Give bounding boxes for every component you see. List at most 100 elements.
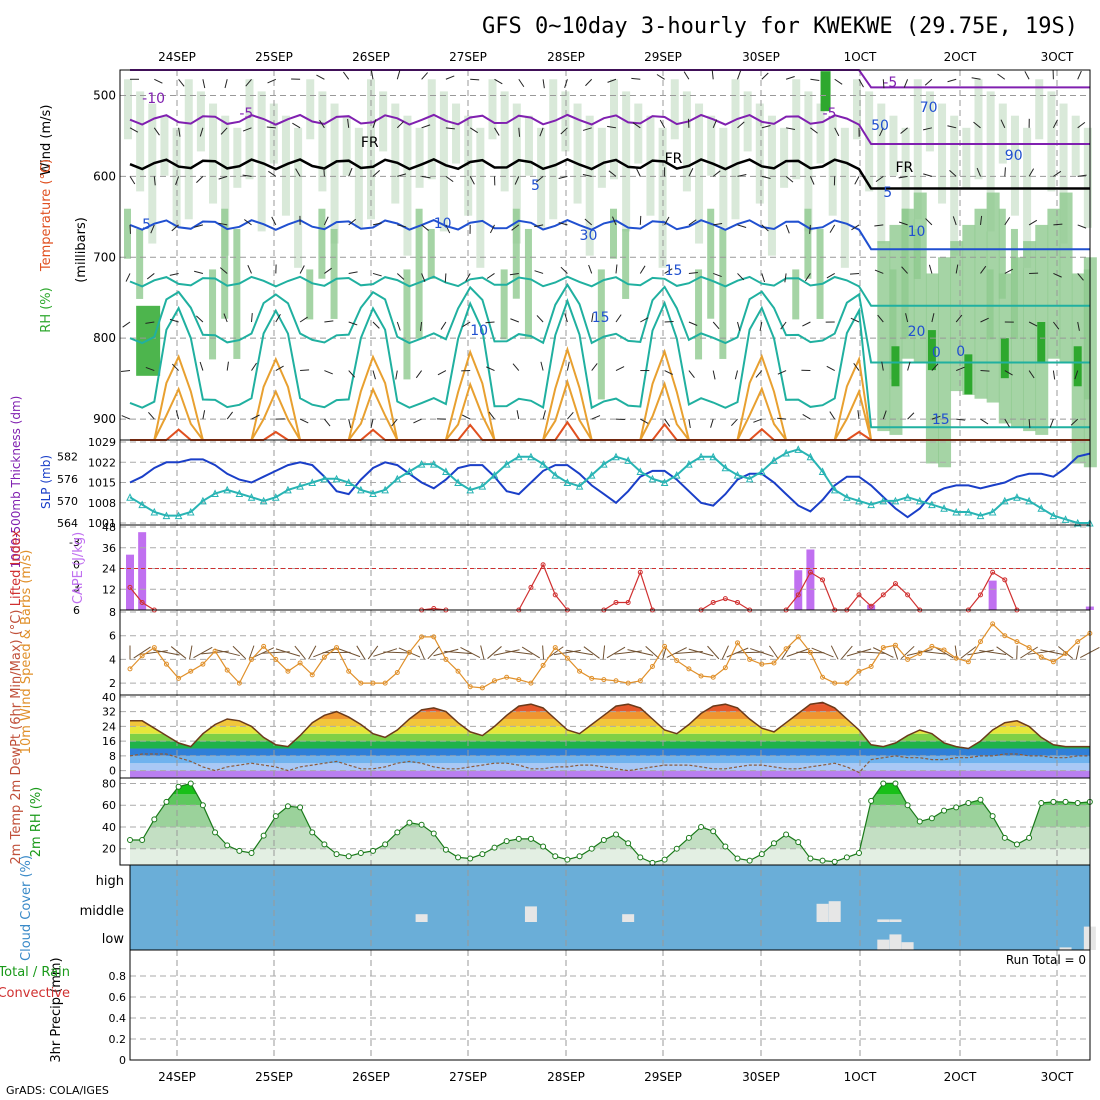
rh-shade-light <box>585 115 594 256</box>
lifted-index-marker <box>905 592 911 598</box>
upper-wind-barb <box>396 121 405 129</box>
upper-wind-barb <box>664 216 670 226</box>
temp-color-band <box>130 763 1090 771</box>
rh-marker <box>819 857 826 864</box>
rh-shade-mid <box>1010 257 1024 428</box>
rh-shade-light <box>488 79 497 140</box>
upper-wind-barb <box>299 418 309 424</box>
upper-wind-barb <box>947 78 957 83</box>
surface-wind-barb <box>1058 646 1074 659</box>
upper-wind-barb <box>445 175 454 183</box>
upper-wind-barb <box>900 127 908 134</box>
thickness-tick-label: 564 <box>57 517 78 530</box>
upper-wind-barb <box>1077 70 1082 80</box>
thickness-marker <box>940 504 948 512</box>
rh-tick-label: 80 <box>102 777 116 790</box>
thickness-line <box>129 448 1090 524</box>
wind-speed-marker <box>346 668 352 674</box>
surface-wind-barb <box>460 647 481 658</box>
surface-wind-barb <box>954 645 958 660</box>
upper-wind-barb <box>753 418 762 423</box>
rh-marker <box>1001 834 1008 841</box>
upper-wind-barb <box>1077 174 1087 177</box>
rh-shade-light <box>670 79 679 140</box>
upper-wind-barb <box>1028 168 1035 177</box>
upper-wind-barb <box>370 418 374 428</box>
rh-shade-light <box>950 115 959 256</box>
upper-wind-barb <box>615 366 625 371</box>
wind-speed-marker <box>139 653 145 659</box>
surface-wind-barb <box>275 648 301 657</box>
contour-label: 15 <box>665 263 683 279</box>
rh-shade-dark <box>1037 322 1046 362</box>
temp-color-band <box>130 726 1090 734</box>
upper-wind-barb <box>440 321 447 330</box>
upper-wind-barb <box>1077 122 1086 129</box>
upper-wind-barb <box>129 176 136 185</box>
cloud-cell <box>828 901 841 922</box>
thickness-marker <box>284 485 292 494</box>
precip-convective-label: Convective <box>0 986 70 1001</box>
rh-shade-mid <box>695 269 703 360</box>
xs-ylabel-wind: Wind (m/s) <box>39 105 54 176</box>
rh-shade-light <box>1083 127 1092 228</box>
rh-shade-light <box>549 79 558 220</box>
thickness-marker <box>782 448 790 457</box>
contour-label: 0 <box>932 345 941 361</box>
upper-wind-barb <box>461 414 471 420</box>
rh-marker <box>783 831 790 838</box>
wind-speed-marker <box>807 649 813 655</box>
surface-wind-barb <box>253 647 275 658</box>
upper-wind-barb <box>510 318 519 323</box>
date-label-top: 1OCT <box>844 50 877 64</box>
upper-wind-barb <box>413 418 422 424</box>
contour-label: FR <box>361 135 379 151</box>
lifted-index-marker <box>892 581 898 587</box>
thickness-marker <box>308 478 317 486</box>
upper-wind-barb <box>348 418 352 428</box>
wind-speed-marker <box>419 634 425 640</box>
wind-speed-marker <box>443 656 449 662</box>
upper-wind-barb <box>925 218 933 226</box>
upper-wind-barb <box>755 370 763 378</box>
upper-wind-barb <box>560 127 568 135</box>
thickness-tick-label: 576 <box>57 473 78 486</box>
rh-shade-light <box>792 79 801 180</box>
thickness-marker <box>199 496 207 505</box>
upper-wind-barb <box>324 370 333 375</box>
surface-wind-barb <box>566 649 593 656</box>
wind-speed-marker <box>528 680 534 686</box>
rh-marker <box>491 844 498 851</box>
wind-speed-marker <box>273 656 279 662</box>
freezing-level-line <box>129 158 1090 190</box>
isotherm-minus-5 <box>129 113 1090 145</box>
thickness-marker <box>575 482 584 490</box>
upper-wind-barb <box>804 273 811 282</box>
rh-marker <box>272 813 279 820</box>
thickness-marker <box>223 485 232 494</box>
rh-marker <box>1062 798 1069 805</box>
rh-marker <box>418 821 425 828</box>
wind-speed-marker <box>649 664 655 670</box>
surface-wind-barb <box>542 645 545 660</box>
surface-wind-barb <box>294 645 306 660</box>
rh-marker <box>552 853 559 860</box>
lifted-index-marker <box>1002 577 1008 583</box>
slp-ylabel: SLP (mb) <box>39 455 53 509</box>
upper-wind-barb <box>146 273 155 280</box>
cloud-background <box>130 865 1090 950</box>
rh-marker <box>613 831 619 838</box>
upper-wind-barb <box>829 411 836 420</box>
thickness-marker <box>162 511 171 520</box>
thickness-marker <box>587 471 596 479</box>
rh-shade-light <box>367 79 375 220</box>
rh-marker <box>734 855 741 862</box>
upper-wind-barb <box>372 119 377 128</box>
upper-wind-barb <box>415 370 423 379</box>
upper-wind-barb <box>688 168 694 177</box>
thickness-marker <box>964 507 973 516</box>
rh-shade-light <box>379 91 388 152</box>
upper-wind-barb <box>734 370 738 380</box>
contour-label: 5 <box>142 217 151 233</box>
temp-color-band <box>130 741 1090 749</box>
